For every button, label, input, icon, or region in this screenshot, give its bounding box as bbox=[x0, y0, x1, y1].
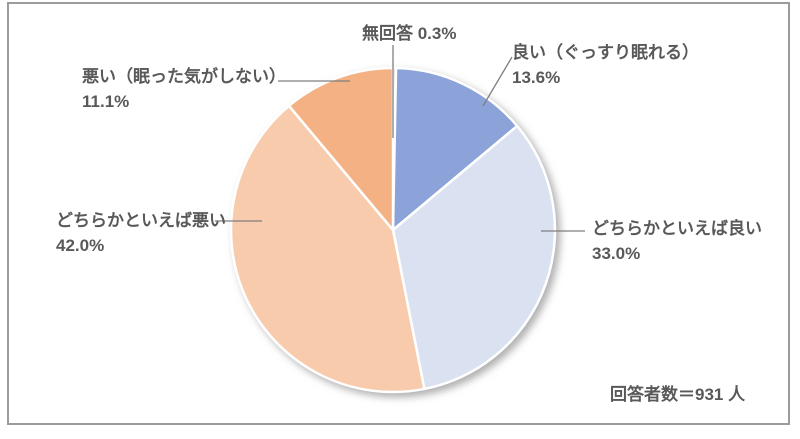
label-good-name: 良い（ぐっすり眠れる） bbox=[512, 43, 699, 62]
pie-slice-2 bbox=[391, 124, 557, 391]
label-bad-value: 11.1% bbox=[82, 92, 130, 111]
leader-lines bbox=[215, 45, 585, 232]
label-rather-bad-value: 42.0% bbox=[56, 236, 105, 255]
label-rather-good: どちらかといえば良い 33.0% bbox=[592, 216, 762, 266]
pie-slice-3 bbox=[229, 104, 426, 394]
label-good-value: 13.6% bbox=[512, 68, 561, 87]
pie-slice-4 bbox=[287, 66, 395, 232]
leader-line-1 bbox=[482, 56, 513, 107]
label-rather-bad-name: どちらかといえば悪い bbox=[56, 211, 226, 230]
label-good: 良い（ぐっすり眠れる） 13.6% bbox=[512, 40, 699, 90]
label-rather-bad: どちらかといえば悪い 42.0% bbox=[56, 208, 226, 258]
label-no-answer: 無回答 0.3% bbox=[362, 24, 457, 43]
label-bad-name: 悪い（眠った気がしない） bbox=[82, 67, 286, 86]
respondent-count: 回答者数＝931 人 bbox=[610, 385, 746, 404]
label-rather-good-value: 33.0% bbox=[592, 244, 641, 263]
pie-slices bbox=[229, 66, 557, 394]
label-bad: 悪い（眠った気がしない） 11.1% bbox=[82, 64, 286, 114]
pie-slice-1 bbox=[391, 66, 519, 232]
label-rather-good-name: どちらかといえば良い bbox=[592, 219, 762, 238]
